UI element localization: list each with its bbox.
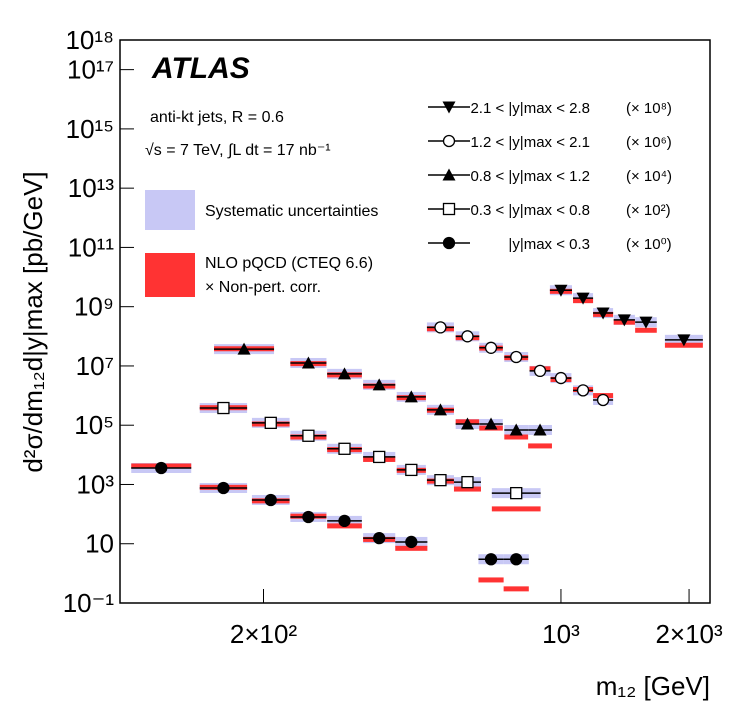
data-point: [301, 356, 315, 369]
x-axis-label: m₁₂ [GeV]: [596, 671, 710, 701]
plot-frame: [119, 39, 711, 604]
data-point: [302, 510, 315, 524]
theory-bar: [395, 545, 428, 551]
legend-multiplier: (× 10⁰): [626, 236, 672, 253]
data-point: [405, 463, 418, 477]
data-point: [576, 292, 590, 305]
y-tick-label: 10⁷: [76, 351, 114, 381]
y-axis-label: d²σ/dm₁₂d|y|max [pb/GeV]: [18, 171, 48, 472]
band-legend-label: Systematic uncertainties: [205, 203, 378, 220]
data-point: [264, 416, 277, 430]
jet-label: anti-kt jets, R = 0.6: [150, 109, 284, 126]
data-point: [373, 450, 386, 464]
data-point: [617, 314, 631, 327]
legend-label: 2.1 < |y|max < 2.8: [470, 100, 590, 117]
data-point: [217, 401, 230, 415]
legend-multiplier: (× 10⁴): [626, 168, 672, 185]
data-point: [460, 417, 474, 430]
y-tick-label: 10¹⁵: [66, 114, 114, 144]
y-tick-label: 10⁵: [74, 410, 114, 440]
data-point: [533, 423, 547, 436]
legend-label: |y|max < 0.3: [508, 236, 590, 253]
legend-multiplier: (× 10⁸): [626, 100, 672, 117]
data-point: [554, 371, 568, 385]
data-point: [217, 481, 230, 495]
y-tick-label: 10¹¹: [68, 232, 115, 262]
band-legend-swatch: [145, 190, 195, 230]
legend-marker: [442, 101, 456, 114]
data-point: [373, 531, 386, 545]
y-tick-label: 10¹⁸: [65, 25, 114, 55]
data-point: [576, 384, 590, 397]
atlas-label: ATLAS: [151, 52, 250, 85]
data-point: [596, 393, 610, 407]
y-tick-label: 10⁻¹: [63, 588, 115, 618]
data-point: [461, 330, 474, 343]
data-point: [237, 342, 251, 355]
band-legend-swatch: [145, 253, 195, 297]
theory-bar: [528, 443, 552, 449]
data-point: [484, 553, 498, 566]
theory-bar: [503, 586, 529, 592]
theory-bar: [635, 327, 657, 333]
legend-label: 1.2 < |y|max < 2.1: [470, 134, 590, 151]
theory-bar: [478, 577, 504, 583]
legend-label: 0.8 < |y|max < 1.2: [470, 168, 590, 185]
data-point: [509, 423, 523, 436]
y-tick-label: 10: [85, 529, 114, 559]
data-point: [533, 364, 547, 378]
data-point: [338, 367, 352, 380]
y-tick-label: 10³: [76, 469, 114, 499]
data-point: [510, 553, 523, 566]
legend-marker: [442, 236, 456, 250]
data-point: [434, 473, 447, 487]
legend-marker: [442, 168, 456, 181]
data-point: [510, 350, 523, 364]
data-point: [155, 461, 168, 475]
legend-label: 0.3 < |y|max < 0.8: [470, 202, 590, 219]
y-tick-label: 10¹³: [68, 173, 115, 203]
data-point: [484, 417, 498, 430]
band-legend-label: × Non-pert. corr.: [205, 279, 321, 296]
data-point: [677, 334, 691, 347]
band-legend-label: NLO pQCD (CTEQ 6.6): [205, 255, 373, 272]
y-tick-label: 10¹⁷: [67, 55, 114, 85]
data-point: [404, 390, 418, 403]
data-point: [596, 307, 610, 320]
legend-multiplier: (× 10²): [626, 202, 671, 219]
data-point: [405, 535, 418, 549]
energy-label: √s = 7 TeV, ∫L dt = 17 nb⁻¹: [145, 142, 331, 159]
data-point: [264, 493, 277, 507]
theory-bar: [453, 486, 481, 492]
data-point: [434, 321, 447, 334]
data-point: [639, 316, 653, 329]
legend-marker: [442, 202, 456, 216]
data-point: [461, 475, 474, 489]
theory-bar: [504, 434, 529, 440]
x-tick-label: 2×10²: [230, 619, 298, 649]
data-point: [338, 442, 351, 455]
theory-bar: [491, 506, 541, 512]
x-tick-label: 2×10³: [655, 619, 723, 649]
data-point: [433, 403, 447, 416]
data-point: [510, 486, 523, 500]
legend-marker: [442, 134, 456, 148]
data-point: [338, 514, 351, 528]
data-point: [372, 378, 386, 391]
data-point: [554, 284, 568, 297]
legend-multiplier: (× 10⁶): [626, 134, 672, 151]
data-point: [484, 341, 498, 354]
data-point: [302, 429, 315, 442]
y-tick-label: 10⁹: [74, 292, 114, 322]
x-tick-label: 10³: [542, 619, 580, 649]
